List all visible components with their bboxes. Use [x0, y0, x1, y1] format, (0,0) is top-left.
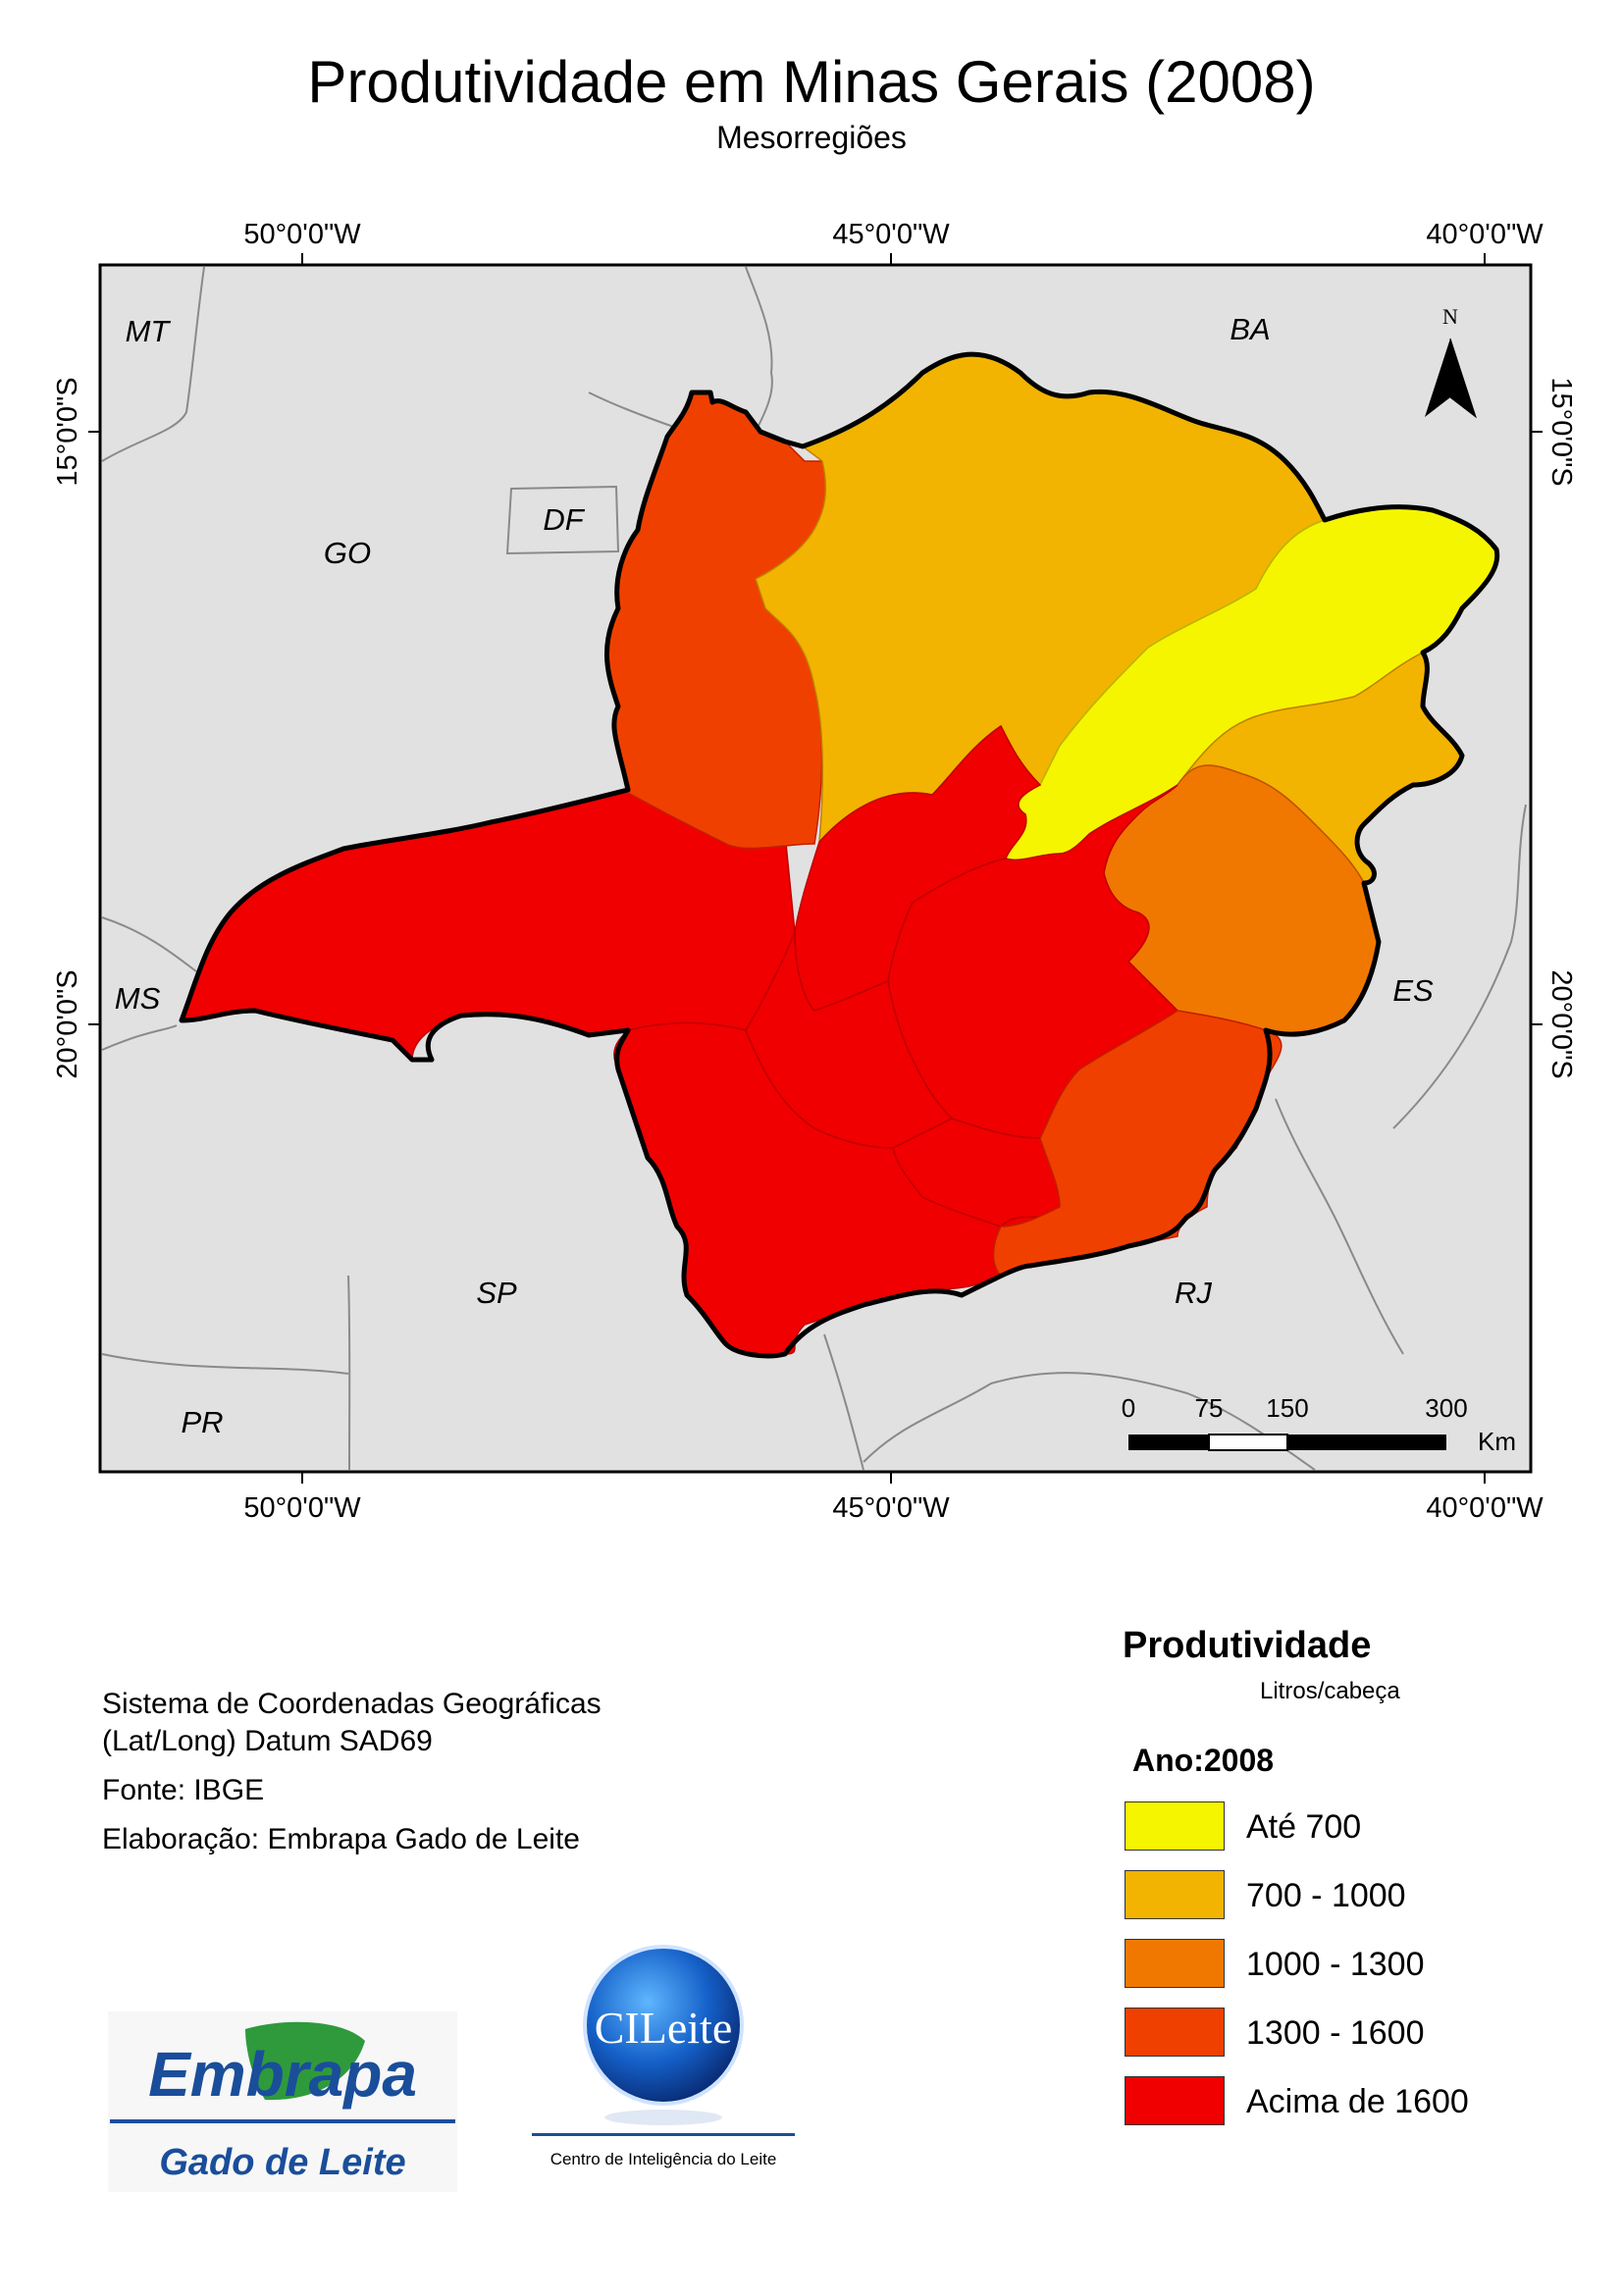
bottom-lon-label-50w: 50°0'0"W [243, 1492, 361, 1524]
state-label-ms: MS [115, 981, 161, 1016]
bottom-lon-label-40w: 40°0'0"W [1426, 1492, 1544, 1524]
legend-label: Até 700 [1246, 1808, 1362, 1846]
state-label-mt: MT [126, 314, 172, 348]
top-lon-label-40w: 40°0'0"W [1426, 219, 1544, 250]
legend-item-acima-1600: Acima de 1600 [1125, 2076, 1566, 2127]
legend-year: Ano:2008 [1132, 1743, 1275, 1778]
legend-swatch [1125, 1939, 1225, 1988]
scale-tick-75: 75 [1195, 1393, 1224, 1423]
cileite-divider [532, 2133, 795, 2136]
graticule-ticks [88, 253, 1543, 1484]
legend-item-1000-1300: 1000 - 1300 [1125, 1939, 1566, 1990]
map-notes: Sistema de Coordenadas Geográficas (Lat/… [102, 1686, 602, 1858]
state-label-ba: BA [1230, 312, 1270, 346]
author-note: Elaboração: Embrapa Gado de Leite [102, 1823, 580, 1855]
legend-swatch [1125, 1801, 1225, 1851]
cileite-shadow [604, 2110, 722, 2125]
north-arrow: N [1425, 304, 1477, 419]
coordinate-system-line2: (Lat/Long) Datum SAD69 [102, 1725, 433, 1757]
scale-bar: 0 75 150 300 Km [1122, 1393, 1516, 1456]
state-label-df: DF [543, 502, 585, 537]
scale-segment-3 [1287, 1435, 1446, 1450]
left-lat-label-15s: 15°0'0"S [52, 377, 83, 486]
scale-tick-150: 150 [1266, 1393, 1308, 1423]
df-boundary [505, 485, 620, 555]
north-arrow-label: N [1442, 304, 1458, 329]
embrapa-wordmark: Embrapa [148, 2039, 417, 2110]
scale-segment-1 [1128, 1435, 1209, 1450]
legend-title: Produtividade [1123, 1625, 1372, 1666]
scale-tick-300: 300 [1425, 1393, 1467, 1423]
bottom-lon-label-45w: 45°0'0"W [832, 1492, 950, 1524]
cileite-caption: Centro de Inteligência do Leite [550, 2150, 777, 2168]
legend-unit: Litros/cabeça [1260, 1678, 1400, 1704]
legend-swatch [1125, 1870, 1225, 1919]
cileite-wordmark: CILeite [595, 2003, 733, 2053]
embrapa-subtitle: Gado de Leite [159, 2142, 405, 2183]
scale-tick-0: 0 [1122, 1393, 1135, 1423]
source-note: Fonte: IBGE [102, 1774, 265, 1806]
cileite-globe-icon [583, 1945, 744, 2106]
state-label-rj: RJ [1175, 1276, 1212, 1310]
top-lon-label-50w: 50°0'0"W [243, 219, 361, 250]
legend-swatch [1125, 2076, 1225, 2125]
legend-label: 1000 - 1300 [1246, 1946, 1425, 1983]
state-label-pr: PR [181, 1405, 223, 1439]
legend-item-ate-700: Até 700 [1125, 1801, 1566, 1852]
legend-swatch [1125, 2008, 1225, 2057]
state-label-go: GO [324, 536, 371, 570]
north-arrow-icon [1425, 339, 1450, 417]
embrapa-logo: Embrapa Gado de Leite [108, 2011, 457, 2192]
north-arrow-icon-light [1449, 338, 1477, 419]
legend-item-700-1000: 700 - 1000 [1125, 1870, 1566, 1921]
left-lat-label-20s: 20°0'0"S [52, 969, 83, 1078]
legend-label: 1300 - 1600 [1246, 2014, 1425, 2052]
minas-gerais-regions [180, 353, 1498, 1357]
legend-label: Acima de 1600 [1246, 2083, 1469, 2120]
coordinate-system-line1: Sistema de Coordenadas Geográficas [102, 1688, 602, 1720]
minas-gerais-outline [179, 351, 1500, 1359]
map-title: Produtividade em Minas Gerais (2008) [307, 49, 1316, 115]
cileite-logo: CILeite Centro de Inteligência do Leite [532, 1945, 795, 2168]
legend-label: 700 - 1000 [1246, 1877, 1406, 1914]
right-lat-label-20s: 20°0'0"S [1545, 969, 1577, 1078]
right-lat-label-15s: 15°0'0"S [1545, 377, 1577, 486]
top-lon-label-45w: 45°0'0"W [832, 219, 950, 250]
scale-segment-2 [1208, 1434, 1288, 1451]
state-label-sp: SP [476, 1276, 517, 1310]
embrapa-leaf-icon [245, 2021, 365, 2101]
legend-item-1300-1600: 1300 - 1600 [1125, 2008, 1566, 2059]
scale-unit: Km [1478, 1427, 1516, 1456]
embrapa-divider [110, 2119, 455, 2123]
map-subtitle: Mesorregiões [716, 120, 907, 155]
map-figure: 50°0'0"W 45°0'0"W 40°0'0"W 50°0'0"W 45°0… [52, 219, 1577, 1524]
state-label-es: ES [1392, 973, 1434, 1008]
